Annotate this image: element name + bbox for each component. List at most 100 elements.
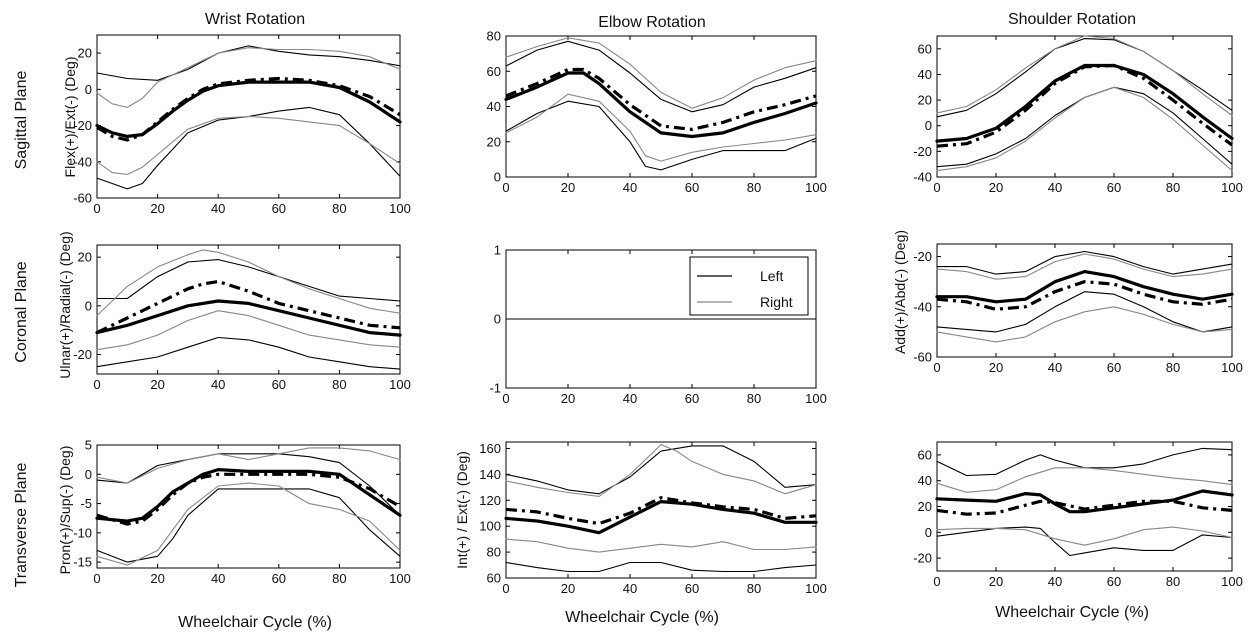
x-tick-label: 100 [389, 377, 411, 392]
x-axis-label-wrist: Wheelchair Cycle (%) [178, 614, 332, 631]
y-tick-label: 0 [85, 467, 92, 482]
y-tick-label: -40 [913, 170, 932, 185]
x-tick-label: 0 [93, 571, 100, 586]
y-axis-label-shoulder-coronal: Add(+)/Abd(-) (Deg) [892, 230, 908, 354]
x-tick-label: 80 [332, 201, 346, 216]
series-line-left-upper [936, 447, 1233, 477]
series-line-left-mean [935, 270, 1234, 304]
y-tick-label: -20 [73, 118, 92, 133]
x-tick-label: 20 [989, 574, 1003, 589]
x-tick-label: 40 [1048, 360, 1062, 375]
x-tick-label: 20 [989, 180, 1003, 195]
x-tick-label: 60 [685, 391, 699, 406]
x-tick-label: 40 [211, 377, 225, 392]
series-line-left-mean [504, 500, 818, 535]
panel-elbow-sagittal: 0 20 40 60 80 100 0 20 40 60 80 [487, 29, 827, 196]
y-tick-label: 5 [85, 438, 92, 453]
y-tick-label: 0 [494, 170, 501, 185]
x-tick-label: 80 [1166, 574, 1180, 589]
plot-area-wrist-transverse [96, 444, 401, 569]
x-tick-label: 60 [272, 377, 286, 392]
x-tick-label: 20 [150, 201, 164, 216]
x-tick-label: 80 [747, 581, 761, 596]
y-tick-label: 60 [487, 571, 501, 586]
series-line-left-upper [96, 453, 401, 516]
y-tick-label: -10 [73, 525, 92, 540]
series-line-right-upper [936, 467, 1233, 493]
series-line-left-mean [935, 489, 1234, 514]
y-tick-label: 0 [925, 525, 932, 540]
y-tick-label: 0 [925, 118, 932, 133]
x-tick-label: 0 [933, 574, 940, 589]
x-tick-label: 20 [150, 571, 164, 586]
y-tick-label: 0 [85, 82, 92, 97]
plot-area-elbow-sagittal [505, 35, 817, 178]
series-line-right-lower [936, 526, 1233, 546]
legend-box [689, 256, 809, 316]
series-line-right-mean [936, 499, 1233, 516]
x-tick-label: 40 [1048, 180, 1062, 195]
y-axis-label-wrist-transverse: Pron(+)/Sup(-) (Deg) [57, 446, 73, 575]
x-tick-label: 80 [1166, 180, 1180, 195]
series-line-right-lower [936, 86, 1233, 172]
series-line-right-mean [96, 76, 401, 142]
panel-wrist-transverse: 0 20 40 60 80 100 -15 -10 -5 0 5 Pron(+)/Sup(-) (De… [57, 438, 411, 587]
x-tick-label: 20 [989, 360, 1003, 375]
x-tick-label: 60 [1107, 360, 1121, 375]
series-line-right-upper [96, 249, 401, 317]
y-tick-label: 60 [918, 41, 932, 56]
x-tick-label: 40 [623, 180, 637, 195]
column-title-elbow: Elbow Rotation [598, 14, 706, 31]
series-line-left-lower [505, 100, 817, 171]
x-axis-label-shoulder: Wheelchair Cycle (%) [995, 604, 1149, 621]
y-tick-label: -5 [80, 496, 92, 511]
series-line-right-mean [505, 496, 817, 526]
series-line-right-mean [96, 472, 401, 526]
series-line-left-mean [95, 299, 402, 337]
x-tick-label: 100 [805, 391, 827, 406]
x-tick-label: 60 [1107, 180, 1121, 195]
y-tick-label: 0 [494, 312, 501, 327]
series-line-left-lower [505, 561, 817, 573]
x-tick-label: 40 [623, 581, 637, 596]
y-tick-label: -40 [913, 299, 932, 314]
y-tick-label: -60 [913, 350, 932, 365]
legend-label-left: Left [760, 268, 783, 284]
y-tick-label: 60 [918, 447, 932, 462]
y-tick-label: 20 [918, 93, 932, 108]
plot-area-shoulder-transverse [936, 441, 1233, 572]
series-line-right-upper [96, 47, 401, 108]
series-line-left-upper [96, 259, 401, 302]
x-tick-label: 60 [272, 571, 286, 586]
series-line-left-upper [505, 40, 817, 113]
x-tick-label: 80 [1166, 360, 1180, 375]
series-line-right-lower [96, 482, 401, 566]
series-line-right-upper [505, 444, 817, 497]
panel-shoulder-coronal: 0 20 40 60 80 100 -60 -40 -20 Add(+)/Abd(-) (Deg) [892, 230, 1243, 375]
x-tick-label: 40 [211, 571, 225, 586]
y-tick-label: 80 [487, 29, 501, 44]
y-tick-label: 20 [78, 46, 92, 61]
series-line-left-lower [96, 488, 401, 563]
y-tick-label: 140 [479, 467, 501, 482]
series-line-left-upper [936, 38, 1233, 118]
row-label-transverse: Transverse Plane [13, 463, 30, 588]
legend: Left Right [689, 256, 809, 316]
series-line-left-lower [936, 291, 1233, 333]
x-tick-label: 60 [685, 180, 699, 195]
x-tick-label: 0 [93, 201, 100, 216]
column-title-shoulder: Shoulder Rotation [1008, 11, 1136, 28]
series-line-right-mean [96, 279, 401, 335]
y-tick-label: -20 [913, 144, 932, 159]
y-tick-label: 0 [85, 298, 92, 313]
x-tick-label: 0 [502, 180, 509, 195]
x-tick-label: 100 [389, 201, 411, 216]
plot-area-elbow-transverse [505, 441, 817, 579]
panel-elbow-transverse: 0 20 40 60 80 100 60 80 100 120 140 160 Int(+) / Ext… [454, 441, 827, 596]
y-tick-label: -20 [73, 347, 92, 362]
y-tick-label: 20 [487, 134, 501, 149]
x-tick-label: 20 [150, 377, 164, 392]
y-tick-label: 40 [918, 67, 932, 82]
